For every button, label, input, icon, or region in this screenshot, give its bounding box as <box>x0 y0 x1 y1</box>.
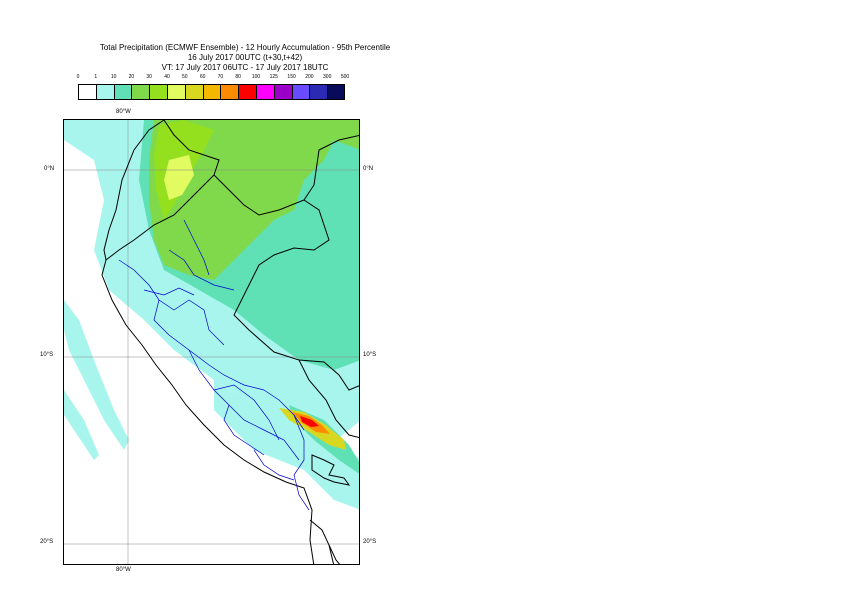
legend-label: 0 <box>76 74 80 80</box>
legend-swatch <box>220 84 239 100</box>
lat-label-20s-left: 20°S <box>40 539 54 545</box>
lat-label-10s-right: 10°S <box>363 352 377 358</box>
legend-label: 80 <box>235 74 241 80</box>
lat-label-10s-left: 10°S <box>40 352 54 358</box>
graticule <box>64 120 359 564</box>
legend-label: 500 <box>340 74 350 80</box>
legend-swatch <box>184 84 203 100</box>
legend-swatch <box>149 84 167 100</box>
legend-label: 300 <box>323 74 332 80</box>
legend-label: 30 <box>146 74 152 80</box>
lon-label-bottom: 80°W <box>116 567 131 573</box>
legend-swatch <box>309 84 328 100</box>
legend-label: 60 <box>199 74 206 80</box>
legend-label: 20 <box>128 74 135 80</box>
legend-swatch <box>167 84 185 100</box>
legend-label: 1 <box>94 74 98 80</box>
lon-label-top-outer: 80°W <box>116 109 131 115</box>
legend-swatch <box>78 84 96 100</box>
legend-swatch <box>113 84 132 100</box>
legend-swatch <box>238 84 256 100</box>
legend-label: 100 <box>251 74 261 80</box>
legend-swatch <box>256 84 274 100</box>
precip-field-yellow <box>164 155 194 200</box>
legend-swatch <box>202 84 221 100</box>
legend-label: 70 <box>217 74 224 80</box>
precip-field-green <box>149 120 359 280</box>
coastline-borders <box>101 120 359 564</box>
lat-label-20s-right: 20°S <box>363 539 377 545</box>
legend-swatch <box>291 84 310 100</box>
legend-label: 125 <box>269 74 278 80</box>
legend-label: 200 <box>305 74 314 80</box>
lat-label-0-left: 0°N <box>44 166 55 172</box>
title-line-1: Total Precipitation (ECMWF Ensemble) - 1… <box>99 43 391 52</box>
legend-label: 10 <box>110 74 117 80</box>
legend-swatch <box>95 84 114 100</box>
lat-label-0-right: 0°N <box>363 166 374 172</box>
legend-label: 50 <box>182 74 188 80</box>
map-svg <box>64 120 359 564</box>
legend-swatch <box>273 84 292 100</box>
title-line-2: 16 July 2017 00UTC (t+30,t+42) <box>187 53 303 62</box>
title-line-3: VT: 17 July 2017 06UTC - 17 July 2017 18… <box>161 63 329 72</box>
legend-swatch <box>131 84 150 100</box>
legend-swatch <box>327 84 346 100</box>
legend-label: 150 <box>287 74 296 80</box>
regional-boundaries <box>118 219 310 511</box>
legend-label: 40 <box>164 74 170 80</box>
precipitation-map: 80°W <box>63 119 360 565</box>
